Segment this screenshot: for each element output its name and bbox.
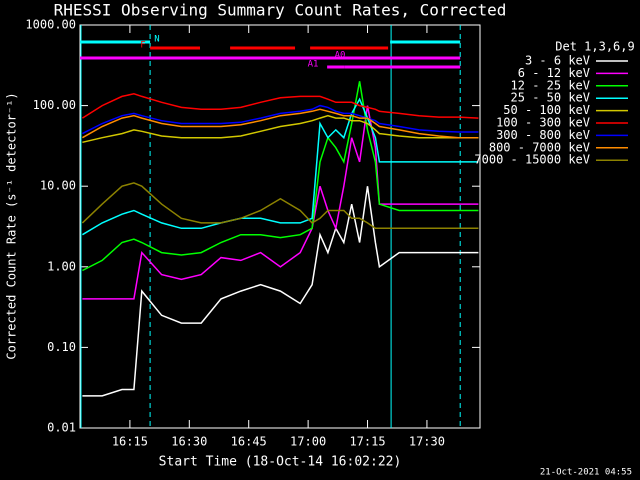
x-axis-label: Start Time (18-Oct-14 16:02:22): [159, 455, 402, 470]
flag-label: A1: [308, 60, 319, 70]
legend-label: 12 - 25 keV: [511, 78, 590, 92]
y-tick-label: 100.00: [33, 98, 76, 112]
y-axis-label: Corrected Count Rate (s⁻¹ detector⁻¹): [5, 92, 19, 359]
legend-label: 100 - 300 keV: [496, 116, 590, 130]
flag-label: F: [140, 41, 145, 51]
series-line: [81, 182, 479, 230]
x-tick-label: 16:30: [171, 435, 207, 449]
chart-title: RHESSI Observing Summary Count Rates, Co…: [54, 1, 507, 20]
legend-label: 300 - 800 keV: [496, 128, 590, 142]
y-tick-label: 10.00: [40, 179, 76, 193]
plot-frame: [79, 24, 481, 429]
x-tick-label: 17:30: [409, 435, 445, 449]
series-line: [82, 114, 479, 144]
series-line: [82, 108, 479, 139]
series-line: [81, 93, 479, 119]
legend-label: 50 - 100 keV: [503, 103, 590, 117]
series-line: [82, 105, 479, 300]
legend-label: 6 - 12 keV: [518, 66, 590, 80]
flag-label: A0: [335, 51, 346, 61]
series-line: [82, 97, 479, 236]
series-line: [82, 81, 479, 272]
y-tick-label: 0.10: [47, 340, 76, 354]
footer: 21-Oct-2021 04:55: [540, 468, 632, 478]
legend-label: 7000 - 15000 keV: [474, 153, 590, 167]
x-tick-label: 16:15: [112, 435, 148, 449]
y-tick-label: 1000.00: [25, 18, 76, 32]
legend-title: Det 1,3,6,9: [555, 40, 634, 54]
legend-label: 25 - 50 keV: [511, 91, 590, 105]
x-tick-label: 17:00: [290, 435, 326, 449]
y-tick-label: 0.01: [47, 421, 76, 435]
flag-label: N: [154, 35, 159, 45]
legend-label: 800 - 7000 keV: [489, 140, 590, 154]
y-tick-label: 1.00: [47, 259, 76, 273]
series-line: [82, 186, 479, 397]
x-tick-label: 17:15: [349, 435, 385, 449]
legend-label: 3 - 6 keV: [525, 54, 590, 68]
x-tick-label: 16:45: [231, 435, 267, 449]
series-line: [82, 104, 479, 135]
